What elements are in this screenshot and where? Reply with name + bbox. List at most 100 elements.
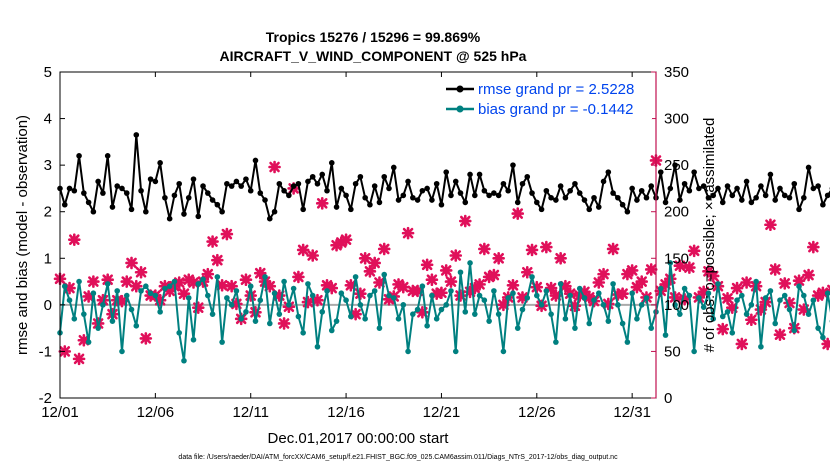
rmse-point — [266, 215, 273, 222]
bias-point — [348, 313, 354, 320]
bias-point — [710, 316, 717, 322]
rmse-point — [300, 206, 306, 213]
rmse-point — [648, 183, 655, 189]
bias-point — [410, 311, 416, 317]
rmse-point — [433, 180, 440, 187]
bias-point — [90, 290, 97, 297]
rmse-point — [290, 183, 297, 189]
bias-point — [171, 278, 178, 285]
bias-point — [405, 348, 411, 355]
bias-series — [57, 260, 830, 364]
rmse-point — [143, 208, 149, 215]
bias-point — [343, 297, 349, 304]
obs-point — [325, 281, 339, 295]
bias-point — [615, 302, 621, 308]
bias-point — [719, 313, 726, 320]
rmse-point — [781, 192, 788, 199]
obs-point — [139, 332, 153, 345]
rmse-point — [529, 190, 535, 196]
bias-point — [810, 297, 817, 304]
bias-point — [519, 306, 526, 313]
rmse-point — [381, 173, 388, 180]
bias-point — [662, 332, 669, 338]
obs-point — [687, 244, 701, 258]
rmse-point — [443, 169, 450, 175]
rmse-point — [681, 180, 688, 187]
obs-point — [96, 293, 110, 307]
rmse-point — [286, 192, 292, 199]
bias-point — [238, 316, 244, 322]
obs-point — [778, 277, 792, 290]
bias-point — [786, 306, 793, 313]
plot-area — [60, 72, 656, 398]
bias-point — [510, 290, 516, 297]
bias-point — [467, 260, 473, 266]
bias-point — [724, 309, 731, 315]
bias-point — [648, 325, 655, 331]
rmse-point — [462, 199, 469, 206]
rmse-point — [586, 206, 593, 213]
rmse-point — [333, 204, 340, 210]
bias-point — [143, 283, 149, 290]
bias-point — [286, 302, 292, 308]
bias-point — [610, 281, 616, 287]
bias-point — [715, 281, 721, 287]
bias-point — [376, 325, 383, 331]
rmse-point — [724, 183, 731, 189]
rmse-point — [185, 194, 192, 201]
bias-point — [305, 281, 311, 287]
bias-point — [600, 302, 607, 308]
obs-point — [253, 266, 267, 280]
obs-point — [330, 238, 343, 252]
rmse-point — [410, 194, 416, 201]
obs-point — [597, 267, 610, 281]
rmse-point — [90, 208, 97, 215]
bias-point — [290, 285, 297, 292]
rmse-point — [591, 194, 597, 201]
bias-point — [472, 311, 478, 317]
obs-point — [268, 160, 281, 174]
bias-point — [705, 290, 712, 297]
bias-point — [448, 288, 454, 294]
obs-point — [730, 281, 744, 295]
bias-point — [538, 302, 545, 308]
rmse-point — [367, 201, 373, 208]
bias-point — [801, 292, 807, 299]
bias-point — [772, 320, 778, 327]
obs-point — [120, 275, 134, 288]
x-tick-label: 12/06 — [137, 404, 175, 421]
obs-point — [225, 279, 238, 293]
x-tick-label: 12/01 — [41, 404, 79, 421]
obs-point — [659, 278, 672, 291]
rmse-point — [357, 173, 364, 180]
rmse-point — [438, 201, 445, 208]
rmse-point — [157, 160, 163, 166]
rmse-point — [643, 194, 650, 201]
rmse-point — [128, 206, 135, 213]
right-tick-label: 150 — [664, 250, 689, 267]
right-axis: 0 50 100 150 200 250 300 350 — [651, 64, 689, 407]
bias-point — [429, 292, 435, 299]
obs-point — [783, 296, 796, 310]
bias-point — [739, 292, 745, 299]
rmse-point — [457, 190, 464, 196]
obs-point — [101, 273, 114, 287]
bias-point — [367, 292, 373, 299]
obs-point — [520, 265, 534, 279]
bias-point — [433, 316, 440, 322]
bias-point — [681, 285, 688, 292]
obs-point — [249, 306, 262, 319]
bias-point — [548, 311, 554, 317]
bias-point — [281, 278, 287, 285]
bias-point — [209, 311, 216, 317]
rmse-point — [634, 197, 640, 203]
bias-point — [462, 309, 469, 315]
obs-point — [797, 303, 811, 316]
rmse-point — [224, 180, 230, 187]
bias-point — [319, 309, 326, 315]
rmse-point — [238, 183, 244, 189]
bias-point — [395, 316, 402, 322]
rmse-point — [610, 190, 616, 196]
bias-point — [595, 290, 602, 297]
rmse-point — [729, 192, 736, 199]
